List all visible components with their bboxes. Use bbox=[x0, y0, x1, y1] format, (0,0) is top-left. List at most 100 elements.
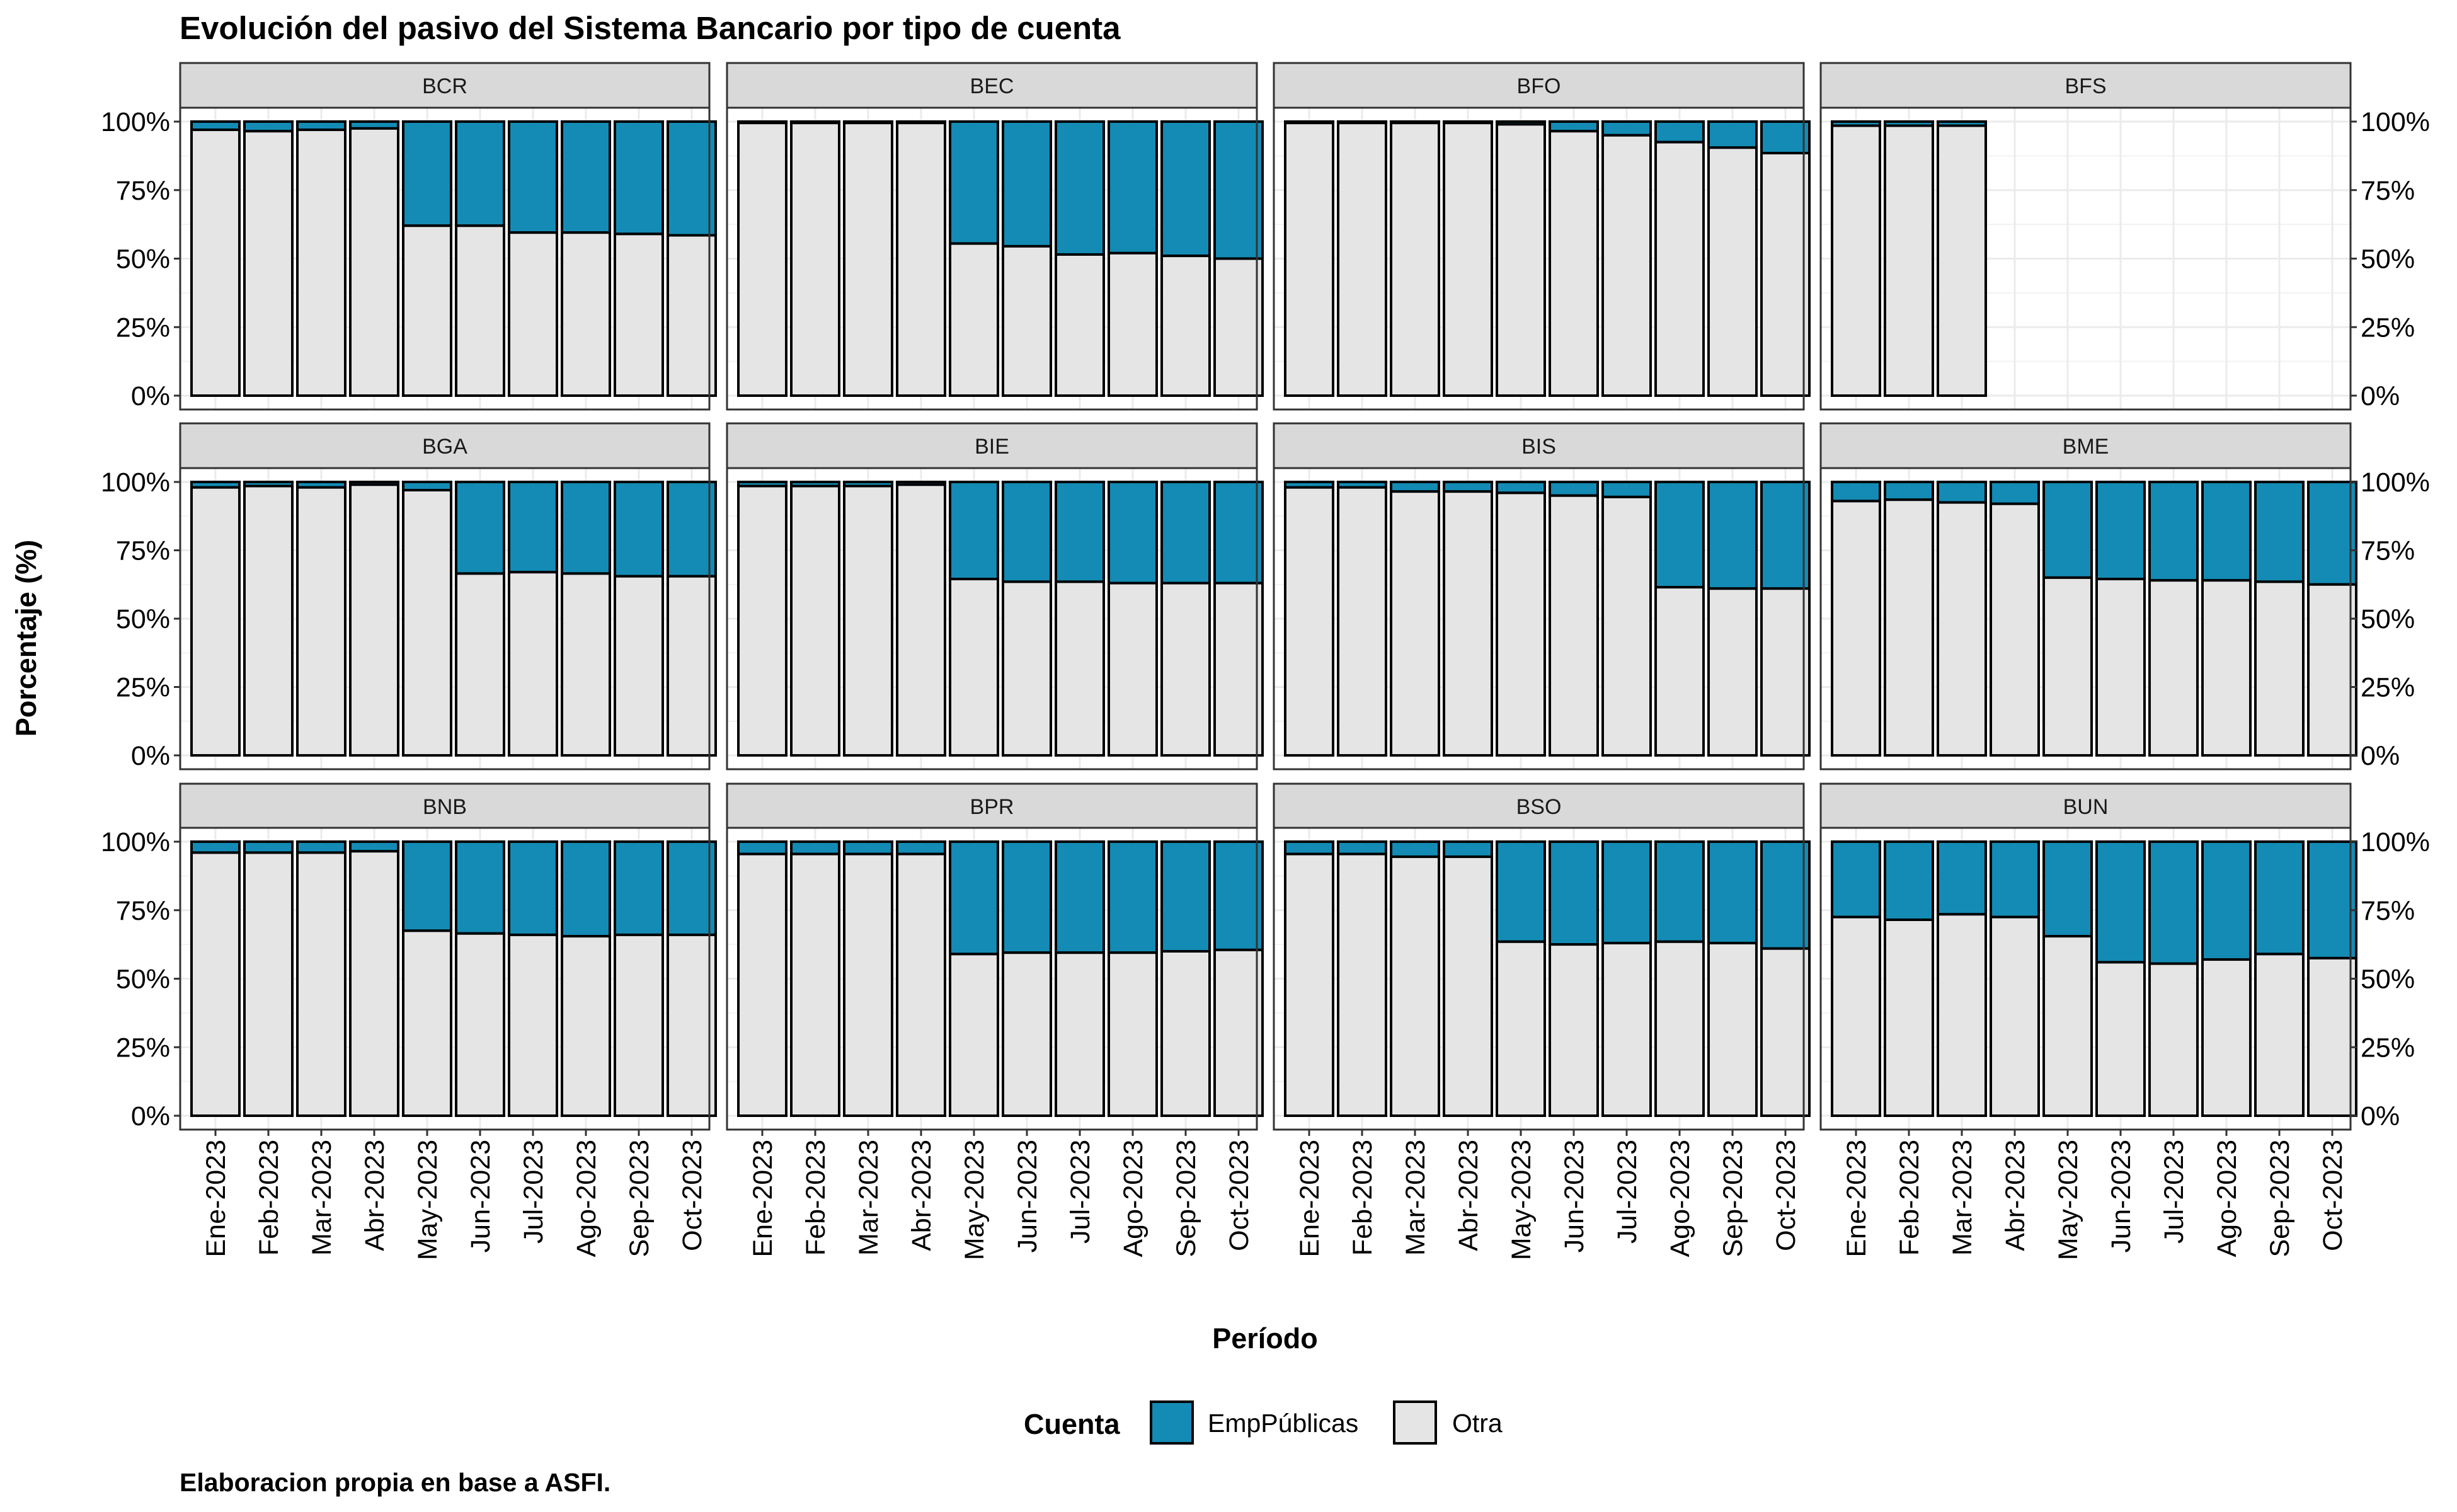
bar-otra bbox=[667, 933, 717, 1118]
panel-border bbox=[1273, 467, 1805, 770]
bar-otra bbox=[402, 489, 452, 757]
facet-strip bbox=[179, 422, 711, 469]
y-tick-label: 100% bbox=[101, 467, 170, 498]
legend: Cuenta EmpPúblicas Otra bbox=[1024, 1400, 1503, 1445]
bar-emppublicas bbox=[1707, 120, 1758, 149]
bar-emppublicas bbox=[2254, 481, 2305, 583]
bar-otra bbox=[790, 484, 840, 757]
bar-otra bbox=[190, 486, 241, 757]
y-tick-label: 50% bbox=[2361, 965, 2415, 995]
x-tick-label: Abr-2023 bbox=[1453, 1140, 1484, 1251]
bar-emppublicas bbox=[349, 840, 399, 853]
x-tick-label: Oct-2023 bbox=[2318, 1140, 2348, 1251]
bar-otra bbox=[1055, 951, 1105, 1118]
bar-emppublicas bbox=[1654, 481, 1705, 589]
bar-otra bbox=[1654, 140, 1705, 397]
bar-otra bbox=[2307, 583, 2357, 757]
bar-emppublicas bbox=[667, 840, 717, 936]
bar-emppublicas bbox=[2148, 481, 2199, 582]
x-tick-label: Feb-2023 bbox=[254, 1140, 284, 1256]
bar-emppublicas bbox=[1990, 840, 2040, 919]
bar-emppublicas bbox=[455, 840, 505, 935]
x-tick-label: Feb-2023 bbox=[1894, 1140, 1925, 1256]
bar-emppublicas bbox=[455, 481, 505, 575]
bar-emppublicas bbox=[1601, 840, 1652, 944]
bar-otra bbox=[1002, 244, 1052, 397]
x-tick-label: Jun-2023 bbox=[2106, 1140, 2136, 1252]
bar-emppublicas bbox=[1760, 840, 1811, 950]
bar-otra bbox=[1707, 146, 1758, 397]
bar-otra bbox=[1337, 122, 1387, 398]
bar-otra bbox=[402, 929, 452, 1117]
bar-otra bbox=[1284, 486, 1334, 757]
facet-strip-label: BFO bbox=[1517, 74, 1561, 98]
bar-otra bbox=[2095, 578, 2146, 757]
y-tick-label: 50% bbox=[116, 965, 170, 995]
bar-otra bbox=[1884, 124, 1934, 397]
y-tick-label: 75% bbox=[2361, 176, 2415, 206]
bar-otra bbox=[1108, 251, 1158, 397]
bar-emppublicas bbox=[614, 840, 664, 936]
y-tick-label: 0% bbox=[131, 741, 170, 771]
bar-emppublicas bbox=[2254, 840, 2305, 956]
panel-border bbox=[726, 827, 1258, 1131]
bar-otra bbox=[1284, 122, 1334, 398]
bar-otra bbox=[243, 851, 294, 1118]
legend-key-otra bbox=[1393, 1400, 1437, 1445]
bar-emppublicas bbox=[1884, 481, 1934, 501]
bar-otra bbox=[1108, 581, 1158, 757]
x-tick-label: Jun-2023 bbox=[1559, 1140, 1589, 1252]
bar-emppublicas bbox=[1654, 120, 1705, 144]
bar-emppublicas bbox=[1760, 120, 1811, 155]
bar-otra bbox=[190, 851, 241, 1118]
bar-otra bbox=[2201, 579, 2252, 757]
bar-emppublicas bbox=[508, 120, 558, 234]
legend-label-emppublicas: EmpPúblicas bbox=[1208, 1409, 1358, 1438]
bar-otra bbox=[1937, 124, 1987, 397]
panel-border bbox=[726, 106, 1258, 411]
bar-emppublicas bbox=[949, 120, 999, 245]
bar-emppublicas bbox=[508, 481, 558, 574]
x-tick-label: Ago-2023 bbox=[2212, 1140, 2242, 1257]
panel-border bbox=[1273, 827, 1805, 1131]
facet-strip bbox=[179, 62, 711, 109]
bar-emppublicas bbox=[455, 120, 505, 227]
bar-emppublicas bbox=[1760, 481, 1811, 590]
y-tick-label: 75% bbox=[116, 536, 170, 566]
bar-otra bbox=[1337, 852, 1387, 1117]
bar-emppublicas bbox=[561, 481, 611, 575]
bar-otra bbox=[896, 122, 946, 398]
bar-otra bbox=[1760, 947, 1811, 1118]
bar-otra bbox=[1937, 913, 1987, 1118]
bar-otra bbox=[349, 850, 399, 1117]
bar-emppublicas bbox=[402, 120, 452, 227]
bar-otra bbox=[455, 932, 505, 1117]
bar-otra bbox=[2042, 576, 2093, 757]
bar-otra bbox=[1002, 951, 1052, 1118]
bar-emppublicas bbox=[1831, 840, 1881, 919]
y-tick-label: 25% bbox=[116, 312, 170, 343]
bar-otra bbox=[1213, 581, 1264, 757]
bar-emppublicas bbox=[508, 840, 558, 936]
bar-otra bbox=[667, 234, 717, 397]
bar-otra bbox=[1108, 951, 1158, 1118]
y-tick-label: 25% bbox=[116, 1033, 170, 1063]
bar-otra bbox=[1002, 580, 1052, 757]
bar-otra bbox=[1443, 855, 1493, 1118]
bar-otra bbox=[296, 129, 346, 398]
facet-bec: BEC bbox=[726, 62, 1264, 411]
facet-strip-label: BPR bbox=[970, 795, 1014, 819]
x-tick-label: Sep-2023 bbox=[2265, 1140, 2295, 1257]
bar-emppublicas bbox=[1002, 481, 1052, 583]
bar-emppublicas bbox=[1160, 840, 1211, 953]
panel-border bbox=[1273, 106, 1805, 411]
bar-otra bbox=[1213, 257, 1264, 397]
bar-otra bbox=[1055, 580, 1105, 757]
bar-otra bbox=[190, 129, 241, 398]
bar-emppublicas bbox=[2095, 481, 2146, 581]
bar-otra bbox=[455, 224, 505, 397]
bar-otra bbox=[1443, 122, 1493, 398]
bar-otra bbox=[1496, 940, 1546, 1118]
facet-strip bbox=[726, 422, 1258, 469]
bar-otra bbox=[349, 483, 399, 757]
